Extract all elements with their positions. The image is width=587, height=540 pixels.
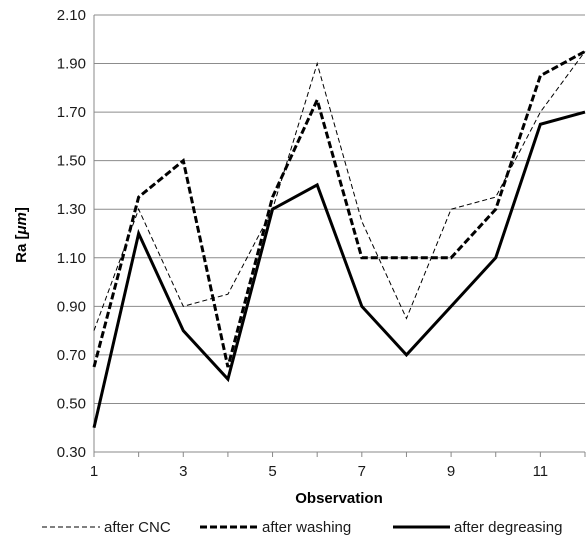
series-line-after-degreasing bbox=[92, 110, 586, 429]
x-axis-title: Observation bbox=[295, 490, 383, 507]
y-axis-title-unit: μm bbox=[13, 212, 30, 235]
y-tick-label: 0.50 bbox=[57, 395, 86, 412]
y-tick-label: 1.90 bbox=[57, 56, 86, 73]
legend-label-after-degreasing: after degreasing bbox=[454, 519, 562, 536]
x-tick-label: 5 bbox=[268, 463, 276, 480]
y-tick-labels: 0.30 0.50 0.70 0.90 1.10 1.30 1.50 1.70 1.90 2.10 bbox=[57, 7, 86, 461]
y-tick-label: 1.70 bbox=[57, 104, 86, 121]
series-line-after-cnc bbox=[93, 51, 586, 331]
y-tick-label: 0.70 bbox=[57, 347, 86, 364]
x-tick-label: 1 bbox=[90, 463, 98, 480]
legend-label-after-cnc: after CNC bbox=[104, 519, 171, 536]
x-tick-label: 3 bbox=[179, 463, 187, 480]
y-axis-title: Ra [μm] bbox=[13, 207, 30, 263]
x-tick-label: 11 bbox=[533, 463, 549, 480]
gridlines bbox=[94, 14, 585, 404]
y-tick-label: 2.10 bbox=[57, 7, 86, 24]
y-axis-title-end: ] bbox=[13, 207, 30, 212]
x-tick-label: 9 bbox=[447, 463, 455, 480]
y-tick-label: 1.30 bbox=[57, 201, 86, 218]
series-line-after-washing bbox=[92, 50, 586, 368]
y-axis-title-main: Ra [ bbox=[13, 235, 30, 263]
y-tick-label: 0.90 bbox=[57, 298, 86, 315]
axes bbox=[93, 15, 585, 453]
y-tick-label: 1.50 bbox=[57, 153, 86, 170]
y-tick-label: 1.10 bbox=[57, 250, 86, 267]
x-tick-labels: 1 3 5 7 9 11 bbox=[90, 452, 586, 480]
legend: after CNC after washing after degreasing bbox=[42, 519, 562, 536]
x-tick-label: 7 bbox=[358, 463, 366, 480]
y-tick-label: 0.30 bbox=[57, 444, 86, 461]
legend-label-after-washing: after washing bbox=[262, 519, 351, 536]
series-lines bbox=[92, 50, 586, 429]
